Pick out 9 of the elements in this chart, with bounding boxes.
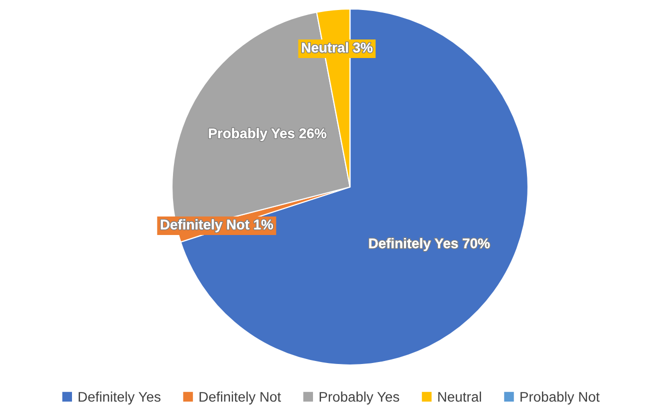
legend-label: Probably Not bbox=[520, 392, 600, 404]
data-label: Definitely Not 1% bbox=[160, 219, 274, 232]
legend-label: Probably Yes bbox=[320, 392, 400, 404]
legend-label: Neutral bbox=[438, 392, 481, 402]
legend-label: Definitely Not bbox=[200, 392, 281, 404]
data-label: Neutral 3% bbox=[302, 42, 372, 53]
data-label: Probably Yes 26% bbox=[208, 128, 326, 142]
data-label: Definitely Yes 70% bbox=[369, 238, 490, 252]
legend-label: Definitely Yes bbox=[78, 392, 160, 404]
